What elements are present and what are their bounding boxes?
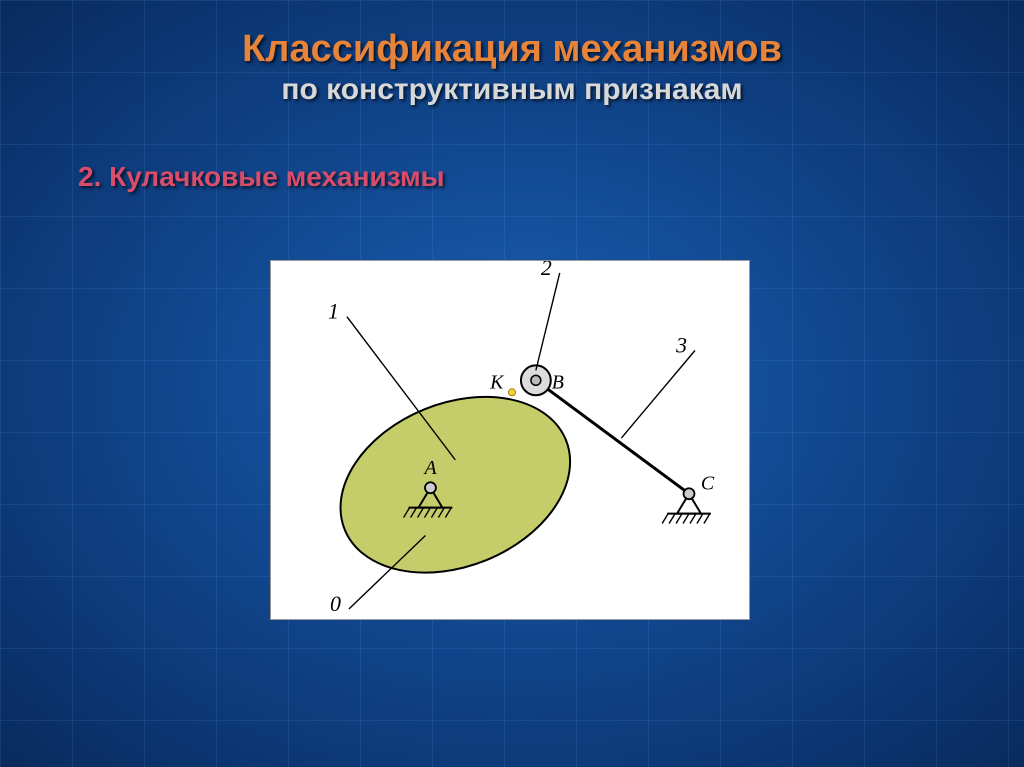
svg-text:1: 1 — [328, 300, 339, 324]
diagram-svg: 1 2 3 0 A K B C — [271, 261, 749, 619]
svg-text:0: 0 — [330, 592, 341, 616]
svg-text:K: K — [489, 371, 505, 393]
svg-text:A: A — [422, 457, 437, 479]
svg-text:B: B — [552, 371, 564, 393]
svg-text:2: 2 — [541, 261, 552, 280]
svg-text:C: C — [701, 473, 715, 495]
slide-title-main: Классификация механизмов — [0, 0, 1024, 71]
svg-text:3: 3 — [675, 333, 687, 357]
cam-mechanism-diagram: 1 2 3 0 A K B C — [270, 260, 750, 620]
slide-subtitle: 2. Кулачковые механизмы — [78, 161, 1024, 193]
slide-title-sub: по конструктивным признакам — [0, 73, 1024, 107]
